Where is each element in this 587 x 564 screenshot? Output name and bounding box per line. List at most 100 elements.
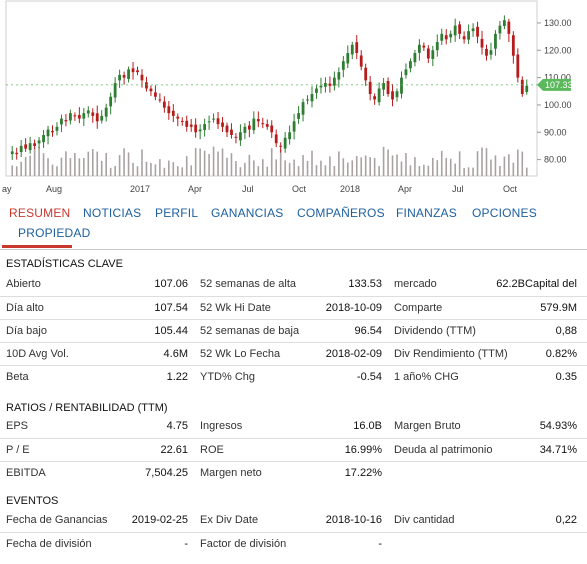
candle-body [297, 113, 300, 119]
candle-body [234, 136, 238, 138]
volume-bar [190, 165, 193, 176]
volume-bar [525, 167, 528, 176]
x-tick-label: Oct [503, 184, 518, 194]
stat-label: EPS [6, 420, 29, 432]
candle-body [444, 35, 448, 40]
tab-opciones[interactable]: OPCIONES [472, 206, 537, 220]
tab-perfil[interactable]: PERFIL [155, 206, 199, 220]
volume-bar [145, 161, 148, 176]
candle-body [449, 33, 453, 38]
volume-bar [373, 157, 376, 176]
volume-bar [364, 155, 367, 176]
volume-bar [257, 166, 260, 176]
volume-bar [275, 159, 278, 176]
stat-value: 133.53 [348, 278, 382, 290]
candle-body [310, 94, 314, 102]
volume-bar [24, 157, 27, 176]
volume-bar [508, 154, 510, 176]
stat-label: 52 semanas de baja [200, 325, 300, 337]
candle-body [212, 118, 215, 120]
volume-bar [78, 158, 81, 176]
volume-bar [118, 155, 121, 176]
volume-bar [458, 151, 461, 176]
stat-label: Ingresos [200, 420, 243, 432]
tab-noticias[interactable]: NOTICIAS [83, 206, 142, 220]
stat-label: Abierto [6, 278, 41, 290]
stat-label: Día alto [6, 302, 44, 314]
stat-label: Dividendo (TTM) [394, 325, 476, 337]
candle-body [364, 67, 368, 81]
volume-bar [302, 155, 304, 176]
candle-body [100, 115, 104, 121]
candle-body [10, 151, 14, 155]
volume-bar [109, 167, 112, 176]
events-title: EVENTOS [6, 495, 59, 507]
volume-bar [293, 159, 295, 176]
tab-companeros[interactable]: COMPAÑEROS [297, 206, 385, 220]
x-tick-label: 2018 [340, 184, 360, 194]
tab-ganancias[interactable]: GANANCIAS [211, 206, 284, 220]
candle-body [435, 42, 439, 51]
candle-body [404, 69, 408, 76]
y-tick-label: 110.00 [544, 73, 571, 83]
volume-bar [266, 166, 269, 176]
volume-bar [324, 165, 327, 176]
volume-bar [405, 153, 407, 176]
candle-body [131, 68, 135, 73]
candle-body [292, 121, 296, 132]
candle-body [395, 91, 399, 98]
volume-bar [391, 155, 394, 176]
candle-body [69, 113, 72, 121]
price-chart-svg[interactable]: 130.00 120.00 110.00 100.00 90.00 80.00 ay Aug 2… [0, 0, 587, 200]
volume-bar [355, 156, 358, 176]
volume-bar [203, 150, 206, 176]
stat-value: 0,88 [555, 325, 577, 337]
volume-bar [141, 149, 143, 176]
candle-body [409, 61, 412, 69]
stat-value: 22.61 [160, 444, 188, 456]
volume-bar [463, 167, 465, 176]
events-row: Fecha de Ganancias 2019-02-25 Ex Div Date… [0, 509, 587, 532]
candle-body [467, 31, 470, 40]
volume-bar [418, 166, 421, 176]
stat-value: - [184, 538, 188, 550]
candle-body [221, 122, 224, 127]
candle-body [476, 26, 479, 37]
candle-body [46, 129, 50, 137]
volume-bar [226, 157, 228, 176]
volume-bar [105, 152, 107, 176]
candle-body [256, 119, 260, 122]
candle-body [373, 96, 377, 100]
volume-bar [235, 161, 237, 176]
price-chart[interactable]: 130.00 120.00 110.00 100.00 90.00 80.00 ay Aug 2… [0, 0, 587, 200]
volume-bar [168, 160, 170, 176]
tab-finanzas[interactable]: FINANZAS [396, 206, 457, 220]
candle-body [502, 20, 506, 26]
volume-bar [378, 166, 380, 176]
candle-body [270, 125, 274, 133]
volume-bar [427, 165, 430, 176]
ratios-row: EBITDA 7,504.25 Margen neto 17.22% [0, 461, 587, 484]
volume-bar [83, 158, 85, 176]
stat-label: 52 Wk Lo Fecha [200, 348, 281, 360]
candle-body [359, 55, 363, 67]
candle-body [158, 99, 162, 101]
volume-bar [194, 148, 197, 176]
volume-bar [244, 162, 246, 176]
last-price-label: 107.33 [545, 80, 573, 90]
candle-body [413, 53, 417, 63]
candle-body [431, 50, 435, 59]
stat-value: 62.2BCapital del [496, 278, 577, 290]
tab-propiedad[interactable]: PROPIEDAD [18, 226, 91, 240]
x-tick-label: ay [2, 184, 12, 194]
key-stats-row: Abierto 107.06 52 semanas de alta 133.53 m… [0, 273, 587, 296]
stat-label: Div cantidad [394, 514, 455, 526]
x-tick-label: Aug [46, 184, 62, 194]
stat-label: 52 Wk Hi Date [200, 302, 271, 314]
candle-body [319, 85, 323, 88]
active-tab-indicator [2, 245, 72, 248]
candle-body [417, 44, 421, 53]
tab-resumen[interactable]: RESUMEN [9, 206, 71, 220]
candle-body [194, 124, 198, 133]
volume-bar [329, 156, 331, 176]
